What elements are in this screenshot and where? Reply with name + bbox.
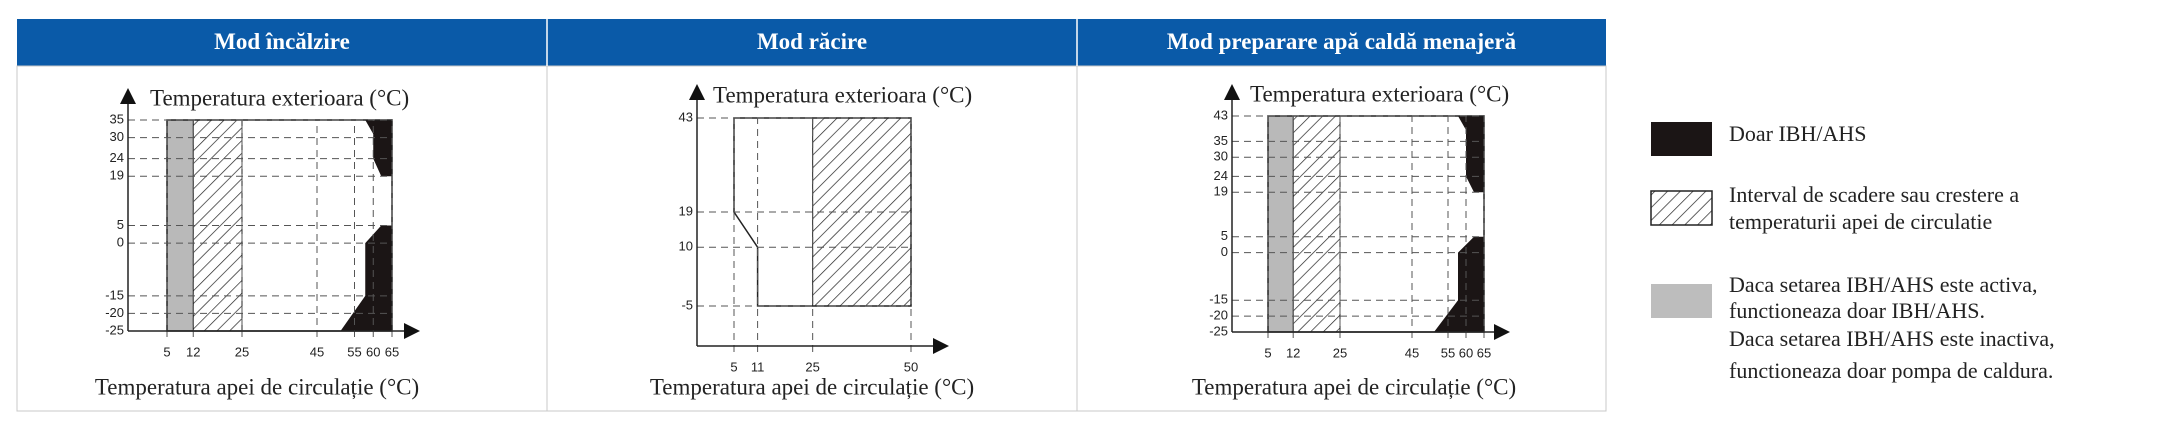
panel-title: Mod răcire (757, 29, 867, 54)
legend-text: Interval de scadere sau crestere a (1729, 182, 2019, 207)
axis-arrow (1224, 84, 1240, 100)
y-tick-label: 24 (110, 150, 124, 165)
x-tick-label: 60 (1459, 345, 1473, 360)
x-axis-label: Temperatura apei de circulație (°C) (1192, 374, 1516, 399)
x-tick-label: 12 (186, 344, 200, 359)
panel-header (1077, 19, 1606, 66)
y-tick-label: 10 (679, 239, 693, 254)
x-tick-label: 25 (235, 344, 249, 359)
y-tick-label: -15 (105, 287, 124, 302)
y-tick-label: 35 (110, 111, 124, 126)
legend-swatch (1651, 122, 1712, 156)
axis-arrow (1494, 324, 1510, 340)
y-tick-label: 30 (110, 129, 124, 144)
x-tick-label: 11 (751, 359, 765, 374)
legend-text: functioneaza doar pompa de caldura. (1729, 358, 2053, 383)
x-axis-label: Temperatura apei de circulație (°C) (650, 374, 974, 399)
y-tick-label: 5 (117, 217, 124, 232)
x-tick-label: 65 (1477, 345, 1491, 360)
panel-header (17, 19, 547, 66)
x-tick-label: 45 (1405, 345, 1419, 360)
legend-text: temperaturii apei de circulatie (1729, 209, 1992, 234)
ramp-area (1292, 115, 1341, 333)
x-tick-label: 5 (730, 359, 737, 374)
legend-text: functioneaza doar IBH/AHS. (1729, 298, 1985, 323)
y-tick-label: -25 (105, 322, 124, 337)
x-tick-label: 65 (385, 344, 399, 359)
panel-title: Mod preparare apă caldă menajeră (1167, 29, 1517, 54)
y-tick-label: 35 (1214, 133, 1228, 148)
y-tick-label: 19 (1214, 184, 1228, 199)
operating-diagram (697, 117, 912, 352)
x-tick-label: 55 (347, 344, 361, 359)
x-axis-label: Temperatura apei de circulație (°C) (95, 374, 419, 399)
axis-arrow (689, 84, 705, 100)
x-tick-label: 45 (310, 344, 324, 359)
y-tick-label: 0 (1221, 244, 1228, 259)
y-tick-label: -25 (1209, 323, 1228, 338)
ramp-area (812, 117, 912, 307)
y-tick-label: -5 (681, 297, 693, 312)
y-tick-label: -20 (1209, 308, 1228, 323)
y-tick-label: 19 (110, 168, 124, 183)
x-tick-label: 50 (904, 359, 918, 374)
panel-frame (1076, 65, 1607, 412)
panel-title: Mod încălzire (214, 29, 350, 54)
y-tick-label: 24 (1214, 168, 1228, 183)
x-tick-label: 5 (1264, 345, 1271, 360)
axis-arrow (120, 88, 136, 104)
x-tick-label: 25 (805, 359, 819, 374)
panel-header (547, 19, 1077, 66)
x-tick-label: 55 (1441, 345, 1455, 360)
x-tick-label: 60 (366, 344, 380, 359)
y-tick-label: 43 (679, 109, 693, 124)
legend-text: Daca setarea IBH/AHS este inactiva, (1729, 326, 2055, 351)
axis-arrow (933, 338, 949, 354)
y-tick-label: 5 (1221, 228, 1228, 243)
x-tick-label: 5 (163, 344, 170, 359)
legend-text: Daca setarea IBH/AHS este activa, (1729, 272, 2037, 297)
legend-text: Doar IBH/AHS (1729, 121, 1867, 146)
operating-diagram (128, 119, 393, 337)
axis-arrow (404, 323, 420, 339)
operating-diagram (1232, 115, 1485, 338)
ibh-only-area (1268, 116, 1294, 332)
y-tick-label: 43 (1214, 107, 1228, 122)
ibh-ahs-area (365, 120, 392, 177)
legend-swatch (1651, 284, 1712, 318)
y-tick-label: 19 (679, 203, 693, 218)
panel-frame (16, 65, 548, 412)
x-tick-label: 12 (1286, 345, 1300, 360)
y-tick-label: -20 (105, 305, 124, 320)
x-tick-label: 25 (1333, 345, 1347, 360)
y-tick-label: 30 (1214, 149, 1228, 164)
legend-swatch (1650, 190, 1713, 226)
y-axis-label: Temperatura exterioara (°C) (713, 82, 972, 107)
ibh-ahs-area (1434, 236, 1484, 332)
y-tick-label: -15 (1209, 292, 1228, 307)
ibh-ahs-area (340, 225, 392, 331)
y-axis-label: Temperatura exterioara (°C) (1250, 81, 1509, 106)
y-axis-label: Temperatura exterioara (°C) (150, 85, 409, 110)
ibh-ahs-area (1458, 116, 1484, 193)
y-tick-label: 0 (117, 235, 124, 250)
